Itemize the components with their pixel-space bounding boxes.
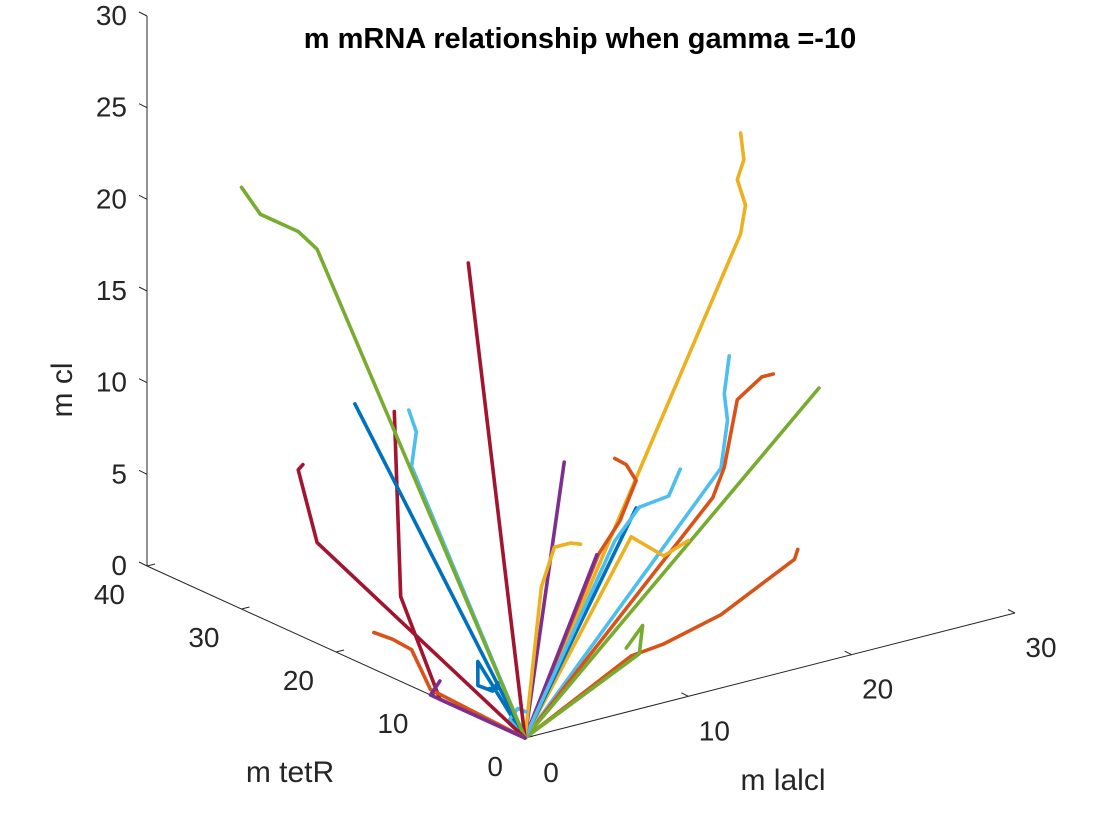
z-tick-label: 20 [96,183,127,214]
x-tick-mark [681,692,689,697]
z-tick-label: 0 [111,550,127,581]
series-line-13 [523,541,583,740]
series-line-21 [296,462,527,740]
x-tick-label: 10 [699,715,730,746]
z-tick-label: 25 [96,92,127,123]
series-group [239,131,821,740]
x-tick-label: 30 [1025,632,1056,663]
z-axis-label: m cl [46,363,79,418]
series-line-22 [372,630,527,740]
z-tick-mark [138,561,148,567]
z-tick-mark [138,194,148,200]
y-axis-label: m tetR [246,756,334,789]
series-line-20 [239,185,527,740]
series-line-17 [466,261,527,740]
y-tick-label: 40 [94,579,125,610]
series-line-2 [523,354,731,740]
z-tick-mark [138,11,148,17]
series-line-19 [353,402,527,740]
y-tick-label: 10 [377,708,408,739]
x-tick-label: 20 [862,674,893,705]
y-tick-label: 0 [487,751,503,782]
series-line-1 [523,131,748,740]
z-tick-label: 5 [111,458,127,489]
z-tick-label: 15 [96,275,127,306]
x-tick-mark [844,650,852,656]
x-tick-mark [1007,609,1016,614]
series-line-3 [523,372,776,740]
z-tick-mark [138,469,148,475]
z-tick-mark [138,103,148,109]
x-axis-line [524,612,1016,739]
y-tick-label: 30 [188,622,219,653]
z-tick-label: 10 [96,367,127,398]
x-axis-label: m lalcl [740,764,825,797]
series-line-18 [407,408,527,740]
series-line-4 [523,386,821,740]
series-line-11 [523,467,682,740]
x-tick-label: 0 [543,757,559,788]
y-tick-mark [146,563,156,567]
series-line-6 [523,623,645,740]
y-tick-mark [335,649,345,653]
chart-title: m mRNA relationship when gamma =-10 [304,23,856,55]
z-tick-mark [138,286,148,292]
series-line-7 [523,535,691,740]
series-line-5 [523,547,800,740]
y-tick-label: 20 [283,665,314,696]
z-tick-label: 30 [96,0,127,31]
z-tick-mark [138,378,148,384]
y-tick-mark [241,606,250,610]
series-line-23 [428,679,527,740]
